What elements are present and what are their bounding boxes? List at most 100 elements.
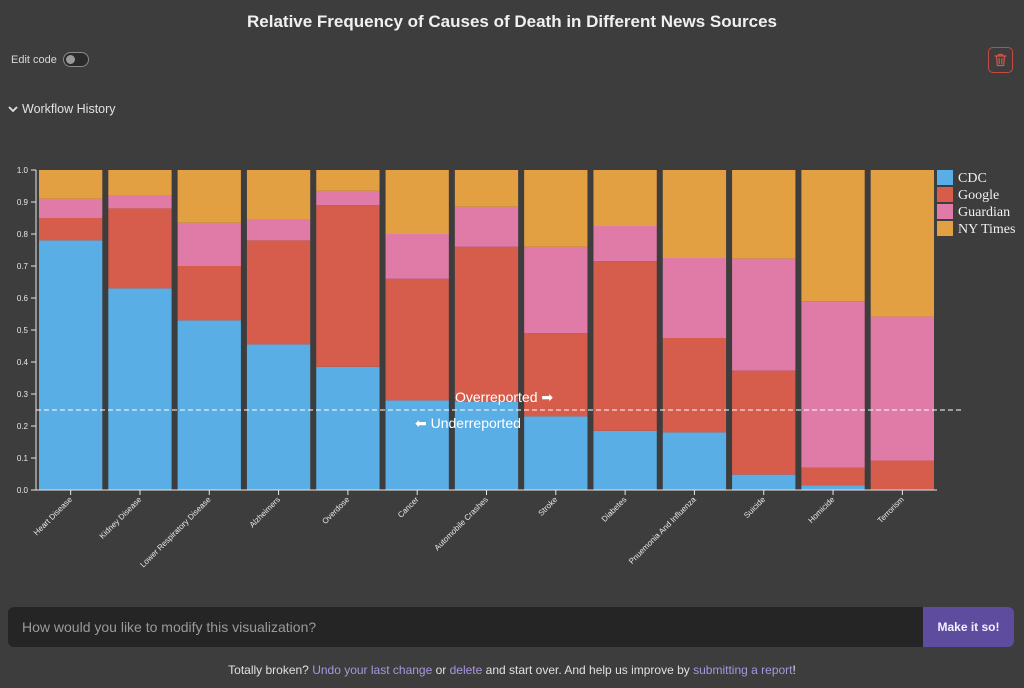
x-tick-label: Cancer <box>396 495 421 520</box>
bar-google-segment <box>732 370 796 475</box>
bar-guardian-segment <box>454 206 519 247</box>
bar-google-segment <box>662 338 727 433</box>
bar-cdc-segment <box>732 474 796 490</box>
x-tick-label: Heart Disease <box>32 495 75 538</box>
y-tick-label: 0.8 <box>17 230 29 239</box>
bar-guardian-segment <box>316 190 380 206</box>
bar-guardian-segment <box>524 246 588 334</box>
x-tick-label: Automobile Crashes <box>433 495 490 552</box>
delete-link[interactable]: delete <box>449 663 483 677</box>
x-tick-label: Alzheimers <box>248 495 282 529</box>
legend-label: CDC <box>958 171 987 186</box>
legend-swatch <box>937 187 953 202</box>
bar-google-segment <box>39 218 103 241</box>
bar-ny-times-segment <box>454 170 519 207</box>
bar-guardian-segment <box>177 222 241 266</box>
bar-cdc-segment <box>454 402 519 490</box>
x-tick-label: Lower Respiratory Disease <box>138 495 213 570</box>
legend-swatch <box>937 204 953 219</box>
workflow-history-label: Workflow History <box>22 102 116 116</box>
edit-code-toggle[interactable] <box>62 52 89 67</box>
x-tick-label: Homicide <box>807 495 837 525</box>
bar-google-segment <box>870 460 934 490</box>
bar-guardian-segment <box>593 226 657 262</box>
bar-ny-times-segment <box>732 170 796 259</box>
bar-ny-times-segment <box>385 170 449 234</box>
bar-google-segment <box>454 246 519 402</box>
chevron-down-icon <box>8 106 18 113</box>
bar-ny-times-segment <box>316 170 380 191</box>
bar-google-segment <box>246 240 311 345</box>
y-tick-label: 0.4 <box>17 358 29 367</box>
bar-guardian-segment <box>246 219 311 241</box>
bar-ny-times-segment <box>108 170 172 196</box>
y-tick-label: 0.6 <box>17 294 29 303</box>
bar-google-segment <box>593 261 657 431</box>
bar-cdc-segment <box>316 366 380 490</box>
bar-cdc-segment <box>39 240 103 490</box>
y-tick-label: 0.0 <box>17 486 29 495</box>
footer-text: Totally broken? <box>228 663 313 677</box>
toggle-knob <box>65 55 75 64</box>
legend-label: Guardian <box>958 205 1010 220</box>
bar-cdc-segment <box>801 485 865 490</box>
prompt-bar: Make it so! <box>8 607 1014 647</box>
x-tick-label: Pnuemonia And Influenza <box>627 495 698 566</box>
bar-ny-times-segment <box>662 170 727 258</box>
bar-google-segment <box>524 333 588 417</box>
legend-label: NY Times <box>958 222 1015 237</box>
bar-cdc-segment <box>524 416 588 490</box>
y-tick-label: 0.7 <box>17 262 29 271</box>
bar-guardian-segment <box>870 316 934 461</box>
delete-button[interactable] <box>988 47 1013 73</box>
x-tick-label: Terrorism <box>876 495 906 525</box>
bar-guardian-segment <box>385 234 449 279</box>
y-tick-label: 0.9 <box>17 198 29 207</box>
bar-ny-times-segment <box>246 170 311 220</box>
bar-guardian-segment <box>801 301 865 468</box>
trash-icon <box>994 53 1007 67</box>
modify-visualization-input[interactable] <box>8 607 923 647</box>
stacked-bar-chart: 0.0 0.1 0.2 0.3 0.4 0.5 0.6 0.7 0.8 0.9 1.0 Heart D… <box>17 166 1016 570</box>
y-tick-label: 0.1 <box>17 454 29 463</box>
make-it-so-button[interactable]: Make it so! <box>923 607 1014 647</box>
x-tick-label: Suicide <box>742 495 767 520</box>
y-tick-label: 0.3 <box>17 390 29 399</box>
edit-code-label: Edit code <box>11 53 57 66</box>
bar-ny-times-segment <box>177 170 241 223</box>
y-tick-label: 1.0 <box>17 166 29 175</box>
x-tick-label: Kidney Disease <box>98 495 144 541</box>
workflow-history-toggle[interactable]: Workflow History <box>8 102 116 116</box>
bar-guardian-segment <box>39 198 103 218</box>
bar-guardian-segment <box>662 258 727 338</box>
footer-text: ! <box>792 663 796 677</box>
x-tick-label: Overdose <box>320 495 351 526</box>
bar-cdc-segment <box>662 432 727 490</box>
bar-cdc-segment <box>246 344 311 490</box>
underreported-label: ⬅ Underreported <box>415 415 521 431</box>
x-tick-label: Stroke <box>537 495 560 518</box>
report-link[interactable]: submitting a report <box>693 663 793 677</box>
bar-guardian-segment <box>732 258 796 371</box>
footer-text: or <box>432 663 450 677</box>
bar-guardian-segment <box>108 195 172 209</box>
bar-ny-times-segment <box>870 170 934 317</box>
y-tick-label: 0.5 <box>17 326 29 335</box>
bar-ny-times-segment <box>593 170 657 226</box>
bar-google-segment <box>385 278 449 401</box>
legend-label: Google <box>958 188 999 203</box>
bar-google-segment <box>801 467 865 486</box>
legend-swatch <box>937 221 953 236</box>
bar-google-segment <box>316 205 380 367</box>
bar-cdc-segment <box>177 320 241 490</box>
legend-swatch <box>937 170 953 185</box>
page-title: Relative Frequency of Causes of Death in… <box>247 12 777 31</box>
y-tick-label: 0.2 <box>17 422 29 431</box>
bar-google-segment <box>108 208 172 289</box>
bar-google-segment <box>177 266 241 321</box>
bar-cdc-segment <box>108 288 172 490</box>
bar-ny-times-segment <box>524 170 588 247</box>
footer-text: and start over. And help us improve by <box>482 663 694 677</box>
bar-cdc-segment <box>593 430 657 490</box>
undo-link[interactable]: Undo your last change <box>312 663 433 677</box>
